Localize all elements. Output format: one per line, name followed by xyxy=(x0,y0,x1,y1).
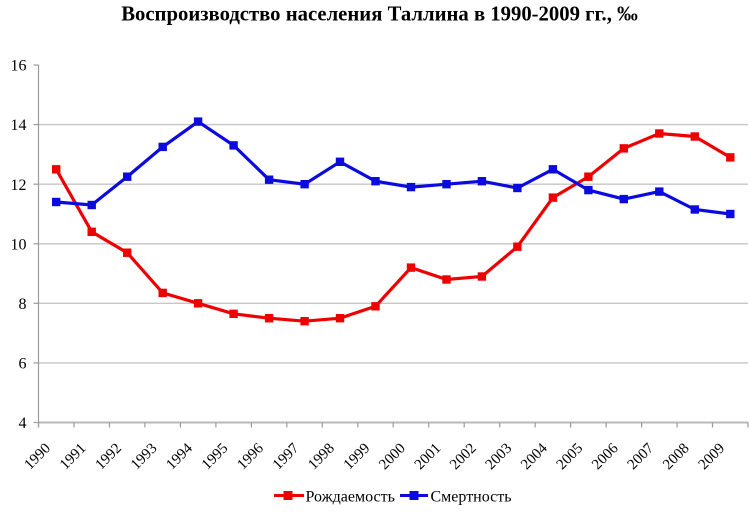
svg-text:14: 14 xyxy=(11,117,27,134)
svg-text:Рождаемость: Рождаемость xyxy=(306,488,395,505)
svg-text:6: 6 xyxy=(19,356,27,373)
svg-text:Смертность: Смертность xyxy=(431,488,512,505)
svg-text:12: 12 xyxy=(11,177,27,194)
svg-text:4: 4 xyxy=(19,415,27,432)
svg-text:16: 16 xyxy=(11,58,27,75)
svg-text:Воспроизводство населения Талл: Воспроизводство населения Таллина в 1990… xyxy=(121,4,638,26)
svg-text:10: 10 xyxy=(11,236,27,253)
svg-text:8: 8 xyxy=(19,296,27,313)
